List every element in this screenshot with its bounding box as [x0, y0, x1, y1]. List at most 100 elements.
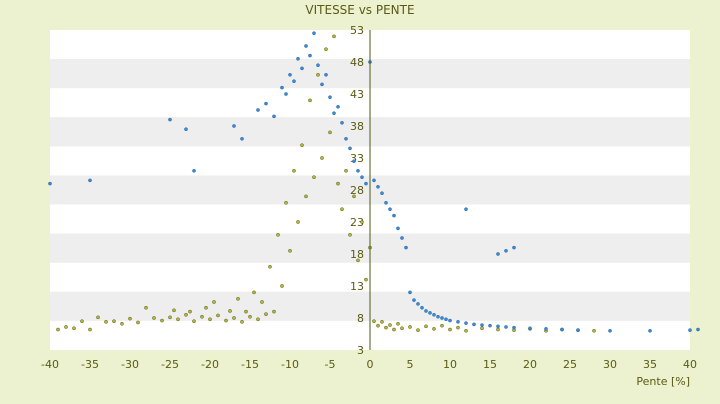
scatter-point	[120, 321, 124, 326]
scatter-point	[320, 156, 324, 160]
scatter-point	[80, 319, 84, 324]
scatter-point	[480, 326, 484, 331]
scatter-point	[212, 300, 216, 304]
scatter-point	[104, 320, 108, 324]
scatter-point	[64, 325, 68, 329]
scatter-point	[416, 328, 420, 332]
scatter-point	[300, 66, 304, 71]
scatter-point	[504, 325, 508, 329]
scatter-point	[304, 194, 308, 199]
scatter-point	[316, 63, 320, 67]
scatter-point	[464, 321, 468, 325]
x-tick-labels: -40 -35 -30 -25 -20 -15 -10 -5 0 5 10 15 20 25 30 35 40	[41, 358, 697, 371]
scatter-point	[256, 317, 260, 322]
x-tick-label: -35	[81, 358, 99, 371]
scatter-point	[232, 316, 236, 320]
y-tick-label: 23	[350, 216, 364, 229]
scatter-point	[320, 82, 324, 87]
y-tick-label: 18	[350, 248, 364, 261]
scatter-point	[228, 309, 232, 313]
scatter-point	[448, 327, 452, 332]
scatter-point	[296, 57, 300, 61]
scatter-point	[488, 323, 492, 328]
scatter-point	[432, 327, 436, 331]
scatter-point	[384, 325, 388, 330]
x-tick-label: -15	[241, 358, 259, 371]
scatter-point	[128, 316, 132, 321]
series-blue-points	[48, 31, 700, 333]
scatter-point	[184, 127, 188, 131]
scatter-point	[216, 313, 220, 318]
scatter-point	[348, 146, 352, 151]
scatter-point	[252, 290, 256, 295]
x-tick-label: -40	[41, 358, 59, 371]
scatter-point	[408, 290, 412, 295]
scatter-point	[424, 324, 428, 329]
scatter-point	[432, 312, 436, 317]
scatter-point	[280, 85, 284, 90]
scatter-point	[264, 101, 268, 106]
y-tick-label: 13	[350, 280, 364, 293]
scatter-point	[560, 327, 564, 332]
scatter-point	[236, 296, 240, 301]
scatter-point	[88, 327, 92, 332]
x-tick-label: 30	[603, 358, 617, 371]
scatter-point	[356, 258, 360, 263]
series-olive-points	[56, 34, 596, 333]
scatter-point	[152, 316, 156, 320]
scatter-point	[276, 232, 280, 237]
scatter-point	[268, 264, 272, 269]
scatter-point	[224, 318, 228, 323]
scatter-point	[380, 191, 384, 195]
x-tick-label: -20	[201, 358, 219, 371]
scatter-point	[308, 98, 312, 103]
scatter-point	[292, 79, 296, 83]
scatter-point	[292, 168, 296, 173]
scatter-point	[444, 317, 448, 322]
y-tick-label: 3	[357, 344, 364, 357]
scatter-point	[380, 320, 384, 324]
scatter-point	[240, 136, 244, 141]
scatter-point	[648, 328, 652, 333]
scatter-point	[260, 300, 264, 304]
scatter-point	[160, 318, 164, 323]
scatter-point	[512, 325, 516, 330]
scatter-point	[400, 236, 404, 240]
scatter-point	[48, 181, 52, 186]
scatter-point	[248, 314, 252, 319]
scatter-point	[456, 325, 460, 330]
scatter-point	[576, 328, 580, 332]
x-tick-label: 0	[367, 358, 374, 371]
scatter-point	[264, 312, 268, 316]
scatter-point	[272, 309, 276, 314]
y-tick-label: 33	[350, 152, 364, 165]
scatter-point	[256, 108, 260, 112]
scatter-point	[136, 320, 140, 325]
scatter-point	[496, 252, 500, 256]
scatter-point	[172, 308, 176, 313]
scatter-point	[392, 213, 396, 218]
scatter-point	[376, 184, 380, 189]
scatter-point	[496, 327, 500, 332]
scatter-point	[448, 318, 452, 323]
scatter-point	[416, 302, 420, 306]
x-tick-label: -30	[121, 358, 139, 371]
scatter-point	[696, 327, 700, 332]
scatter-point	[384, 200, 388, 205]
x-tick-label: 35	[643, 358, 657, 371]
scatter-point	[144, 305, 148, 310]
y-tick-label: 43	[350, 88, 364, 101]
scatter-point	[388, 323, 392, 327]
scatter-point	[464, 207, 468, 211]
scatter-point	[512, 245, 516, 250]
scatter-point	[440, 323, 444, 328]
scatter-point	[456, 320, 460, 324]
y-tick-label: 28	[350, 184, 364, 197]
scatter-point	[424, 309, 428, 313]
scatter-point	[316, 73, 320, 77]
x-tick-label: -25	[161, 358, 179, 371]
scatter-point	[296, 220, 300, 224]
scatter-point	[352, 194, 356, 199]
